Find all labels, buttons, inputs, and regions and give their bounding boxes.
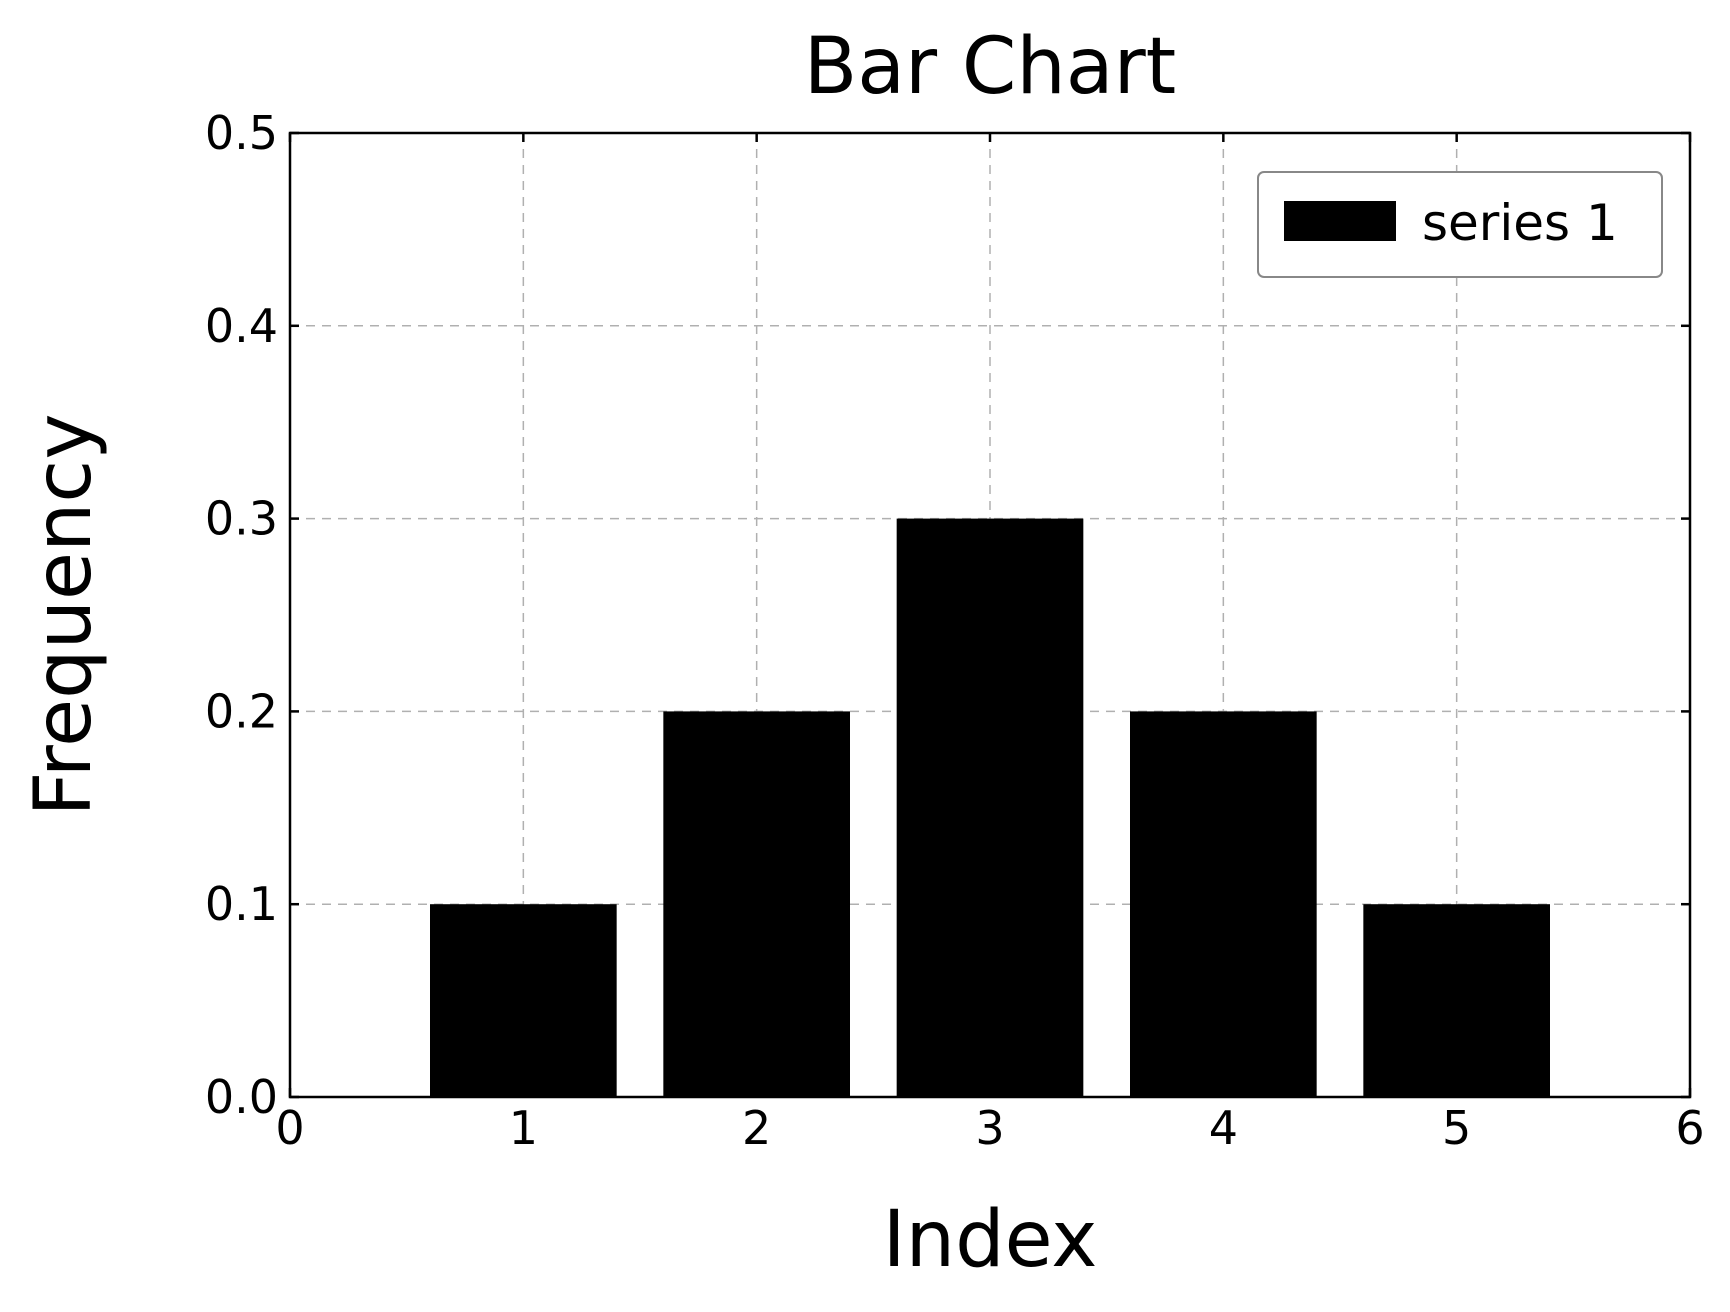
y-axis-label: Frequency bbox=[19, 414, 109, 817]
y-tick-label: 0.4 bbox=[205, 299, 278, 353]
x-tick-label: 3 bbox=[975, 1101, 1004, 1155]
x-tick-label: 6 bbox=[1675, 1101, 1704, 1155]
y-tick-label: 0.5 bbox=[205, 106, 278, 160]
legend-box bbox=[1257, 171, 1663, 278]
x-tick-label: 1 bbox=[509, 1101, 538, 1155]
x-tick-labels: 0 1 2 3 4 5 6 bbox=[275, 1101, 1704, 1155]
tick-marks bbox=[288, 131, 1692, 1099]
x-tick-label: 4 bbox=[1209, 1101, 1238, 1155]
x-axis-label: Index bbox=[883, 1195, 1098, 1285]
y-tick-label: 0.2 bbox=[205, 684, 278, 738]
legend-label: series 1 bbox=[1422, 194, 1618, 252]
x-tick-label: 2 bbox=[742, 1101, 771, 1155]
bar bbox=[1130, 711, 1317, 1097]
bar bbox=[1363, 904, 1550, 1097]
y-tick-label: 0.3 bbox=[205, 492, 278, 546]
bars bbox=[430, 518, 1550, 1097]
y-tick-label: 0.1 bbox=[205, 877, 278, 931]
legend-swatch bbox=[1284, 201, 1396, 241]
chart-title: Bar Chart bbox=[804, 22, 1177, 112]
y-tick-labels: 0.0 0.1 0.2 0.3 0.4 0.5 bbox=[205, 106, 278, 1124]
bar bbox=[896, 518, 1084, 1097]
bar bbox=[430, 904, 617, 1097]
legend: series 1 bbox=[1257, 171, 1663, 278]
x-tick-label: 0 bbox=[275, 1101, 304, 1155]
y-tick-label: 0.0 bbox=[205, 1070, 278, 1124]
bar bbox=[663, 711, 850, 1097]
x-tick-label: 5 bbox=[1442, 1101, 1471, 1155]
